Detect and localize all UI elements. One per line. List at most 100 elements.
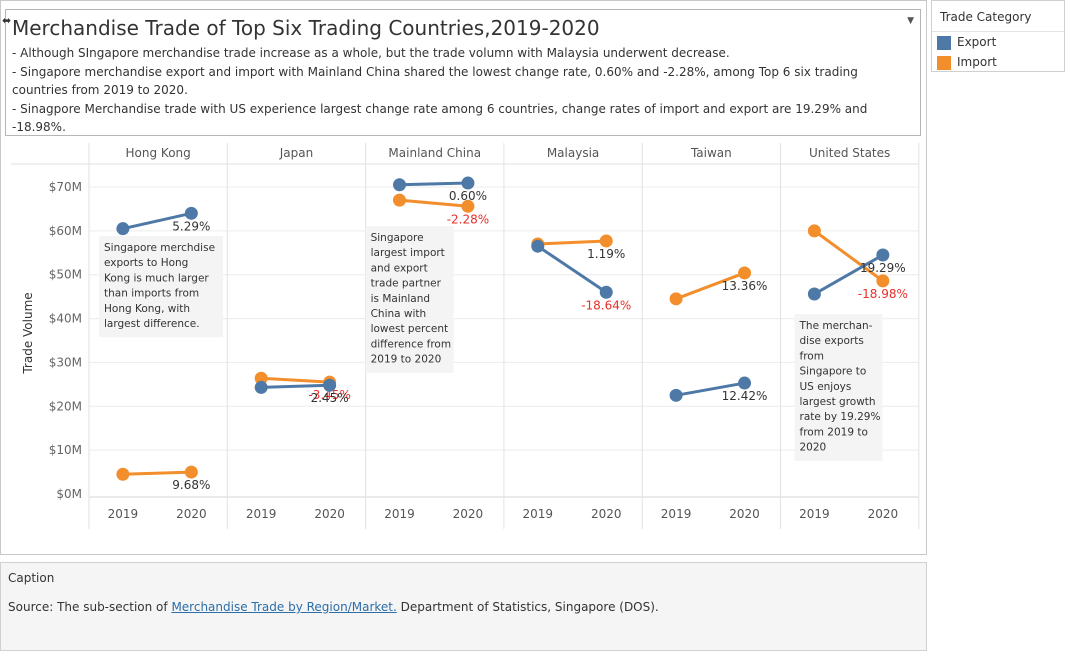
annotation-text: China with	[371, 308, 427, 320]
x-tick-label: 2020	[868, 507, 899, 521]
chevron-down-icon[interactable]: ▼	[907, 16, 914, 26]
import-line	[122, 470, 192, 476]
annotation-text: is Mainland	[371, 293, 430, 305]
x-tick-label: 2019	[108, 507, 139, 521]
y-tick-label: $20M	[49, 399, 82, 413]
export-point	[531, 239, 545, 253]
import-point	[184, 465, 198, 479]
panel-header-taiwan: Taiwan	[690, 146, 732, 160]
panel-header-malaysia: Malaysia	[547, 146, 599, 160]
caption-title: Caption	[8, 571, 55, 585]
legend-label: Import	[957, 55, 997, 69]
export-line	[399, 181, 468, 187]
description-line: - Singapore merchandise export and impor…	[12, 64, 858, 98]
description-line: - Sinagpore Merchandise trade with US ex…	[12, 101, 868, 135]
import-line	[261, 376, 330, 384]
import-change-label: -18.98%	[858, 287, 908, 301]
import-line	[813, 229, 884, 283]
description-line: - Although SIngapore merchandise trade i…	[12, 46, 730, 60]
export-point	[184, 206, 198, 220]
export-point	[669, 388, 683, 402]
export-change-label: -18.64%	[581, 298, 631, 312]
export-point	[323, 378, 337, 392]
annotation-text: Singapore to	[800, 366, 867, 378]
export-line	[675, 381, 745, 397]
annotation-text: Kong is much larger	[104, 272, 209, 284]
export-change-label: 0.60%	[449, 189, 487, 203]
annotation-text: largest difference.	[104, 318, 200, 330]
dashboard: ⬌ Merchandise Trade of Top Six Trading C…	[0, 0, 927, 555]
import-change-label: 1.19%	[587, 247, 625, 261]
y-tick-label: $40M	[49, 312, 82, 326]
annotation-text: largest growth	[800, 396, 876, 408]
description: - Although SIngapore merchandise trade i…	[12, 44, 892, 137]
export-line	[813, 253, 884, 296]
annotation-text: dise exports	[800, 335, 864, 347]
x-tick-label: 2020	[729, 507, 760, 521]
annotation-box	[794, 314, 883, 461]
annotation-text: Hong Kong, with	[104, 303, 190, 315]
export-point	[116, 222, 130, 236]
import-change-label: -2.28%	[447, 212, 489, 226]
export-point	[599, 285, 613, 299]
x-tick-label: 2020	[453, 507, 484, 521]
annotation-text: from	[800, 350, 824, 362]
annotation-text: largest import	[371, 247, 445, 259]
annotation-text: The merchan-	[799, 320, 873, 332]
annotation-text: difference from	[371, 338, 451, 350]
annotation-text: Singapore	[371, 232, 424, 244]
export-change-label: 12.42%	[722, 389, 768, 403]
annotation-box	[365, 226, 454, 373]
import-point	[876, 274, 890, 288]
title-box: ⬌ Merchandise Trade of Top Six Trading C…	[2, 9, 921, 137]
export-line	[261, 383, 330, 389]
import-point	[807, 224, 821, 238]
caption-prefix: Source: The sub-section of	[8, 600, 172, 614]
import-point	[461, 199, 475, 213]
import-change-label: 9.68%	[172, 478, 210, 492]
x-tick-label: 2020	[314, 507, 345, 521]
panel-header-hong-kong: Hong Kong	[126, 146, 191, 160]
caption-text: Source: The sub-section of Merchandise T…	[8, 600, 659, 614]
export-line	[122, 211, 192, 231]
import-line	[537, 239, 607, 246]
import-point	[116, 467, 130, 481]
import-point	[599, 234, 613, 248]
annotation-text: and export	[371, 262, 428, 274]
page-title: Merchandise Trade of Top Six Trading Cou…	[12, 16, 600, 40]
y-tick-label: $10M	[49, 443, 82, 457]
export-point	[876, 248, 890, 262]
caption-suffix: Department of Statistics, Singapore (DOS…	[396, 600, 659, 614]
y-tick-label: $0M	[56, 487, 82, 501]
export-change-label: 2.45%	[311, 391, 349, 405]
annotation-text: Singapore merchdise	[104, 242, 215, 254]
cursor-icon: ⬌	[2, 14, 12, 27]
annotation-text: than imports from	[104, 288, 199, 300]
export-point	[738, 376, 752, 390]
export-change-label: 19.29%	[860, 261, 906, 275]
x-tick-label: 2019	[523, 507, 554, 521]
x-tick-label: 2019	[799, 507, 830, 521]
panel-header-mainland-china: Mainland China	[388, 146, 481, 160]
legend-label: Export	[957, 35, 997, 49]
annotation-text: exports to Hong	[104, 257, 188, 269]
annotation-text: trade partner	[371, 278, 442, 290]
y-tick-label: $70M	[49, 180, 82, 194]
import-swatch	[937, 56, 951, 70]
x-tick-label: 2020	[176, 507, 207, 521]
import-point	[669, 292, 683, 306]
panel-header-japan: Japan	[279, 146, 313, 160]
import-change-label: 13.36%	[722, 279, 768, 293]
export-swatch	[937, 36, 951, 50]
x-tick-label: 2019	[661, 507, 692, 521]
export-line	[536, 244, 608, 294]
annotation-text: lowest percent	[371, 323, 449, 335]
import-point	[392, 193, 406, 207]
annotation-text: 2019 to 2020	[371, 354, 442, 366]
legend-divider	[932, 31, 1064, 32]
source-link[interactable]: Merchandise Trade by Region/Market.	[171, 600, 397, 614]
panel-header-united-states: United States	[809, 146, 890, 160]
y-axis-label: Trade Volume	[21, 292, 35, 374]
import-line	[399, 198, 469, 208]
import-point	[738, 266, 752, 280]
